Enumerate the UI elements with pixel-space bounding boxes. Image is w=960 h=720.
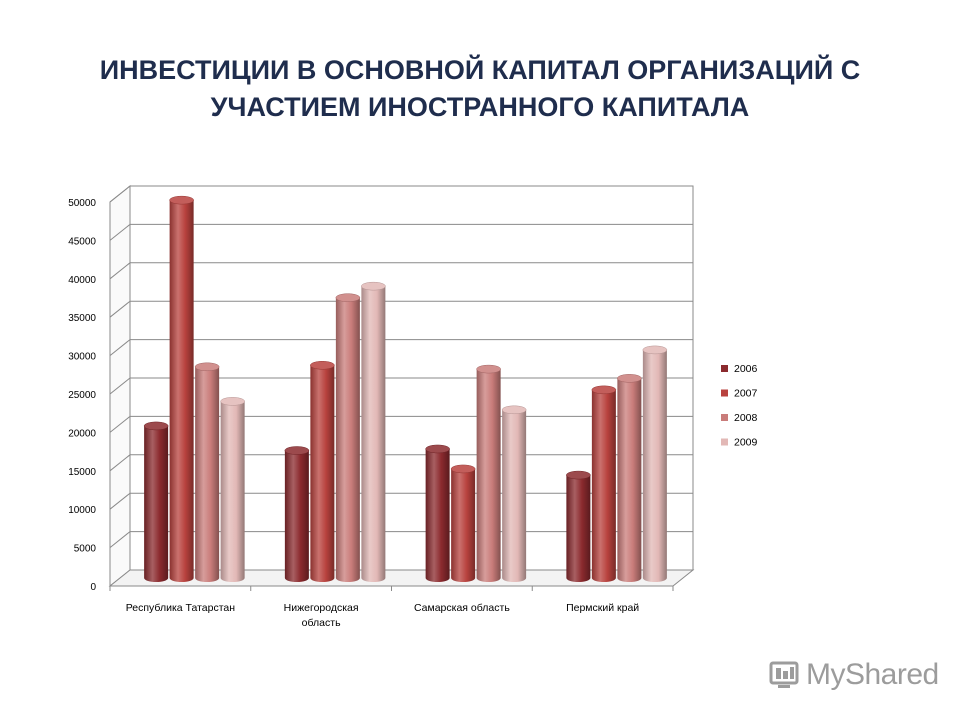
bar-top	[335, 293, 361, 302]
category-label: Республика Татарстан	[126, 602, 236, 614]
gridline	[109, 300, 693, 318]
bar	[591, 385, 617, 582]
bar-top	[501, 405, 527, 415]
bar-body	[361, 286, 386, 582]
legend-swatch	[721, 365, 728, 372]
bar	[642, 345, 668, 582]
gridline	[109, 223, 693, 241]
bar-top	[591, 385, 617, 395]
bar	[425, 444, 450, 582]
y-tick-label: 5000	[74, 544, 97, 555]
chart-title: ИНВЕСТИЦИИ В ОСНОВНОЙ КАПИТАЛ ОРГАНИЗАЦИ…	[40, 52, 920, 126]
bar-top	[143, 421, 169, 431]
bar-top	[361, 281, 386, 291]
bar	[335, 293, 361, 582]
y-tick-label: 35000	[68, 313, 96, 324]
bar	[169, 195, 194, 583]
bar-body	[144, 425, 169, 582]
y-tick-label: 25000	[68, 390, 96, 401]
floor	[108, 569, 695, 587]
legend-label: 2008	[734, 412, 758, 424]
bar	[501, 405, 527, 582]
bar-body	[284, 450, 309, 582]
bar-top	[310, 361, 335, 370]
bar-top	[284, 446, 310, 455]
legend: 2006 2007 2008 2009	[721, 363, 758, 449]
bar-body	[169, 200, 194, 583]
bar	[476, 364, 501, 582]
bar	[143, 421, 169, 582]
bar	[284, 446, 310, 582]
bar-top	[642, 345, 668, 355]
gridline	[109, 339, 693, 356]
category-labels: Республика Татарстан Нижегородская область…	[109, 586, 674, 629]
bar-body	[310, 365, 335, 582]
bar	[361, 281, 386, 582]
watermark-logo-icon	[769, 661, 799, 688]
bar	[310, 361, 335, 582]
title-line-1: ИНВЕСТИЦИИ В ОСНОВНОЙ КАПИТАЛ ОРГАНИЗАЦИ…	[99, 55, 861, 85]
y-tick-label: 30000	[68, 352, 96, 363]
bar-body	[642, 349, 667, 582]
bar-body	[476, 369, 501, 582]
bar-body	[335, 297, 360, 582]
category-label: Пермский край	[566, 602, 639, 614]
category-label: Нижегородская область	[284, 602, 359, 629]
watermark-text: MyShared	[806, 658, 939, 691]
bar-body	[617, 378, 642, 582]
gridline	[109, 185, 693, 203]
bar-top	[450, 464, 476, 474]
bar	[617, 374, 642, 582]
legend-label: 2006	[734, 363, 758, 375]
bar	[220, 397, 245, 582]
legend-swatch	[721, 414, 728, 421]
bar-body	[425, 448, 450, 582]
legend-label: 2009	[734, 437, 758, 449]
bar-top	[194, 362, 220, 372]
y-tick-label: 15000	[68, 467, 96, 478]
gridline	[109, 262, 693, 280]
bar-top	[476, 364, 501, 374]
legend-swatch	[721, 438, 728, 446]
title-line-2: УЧАСТИЕМ ИНОСТРАННОГО КАПИТАЛА	[210, 92, 750, 122]
y-tick-label: 10000	[68, 505, 96, 516]
bar	[450, 464, 476, 582]
bar-top	[220, 397, 245, 406]
category-label: Самарская область	[414, 602, 510, 614]
bars	[143, 195, 668, 583]
watermark: MyShared	[768, 655, 939, 695]
bar-body	[195, 366, 220, 582]
bar	[194, 362, 220, 582]
bar	[566, 470, 591, 582]
y-tick-label: 40000	[68, 275, 96, 286]
legend-swatch	[721, 389, 728, 397]
bar-top	[169, 195, 194, 205]
bar-top	[617, 374, 642, 383]
y-axis-ticks: 0 5000 10000 15000 20000 25000 30000 35000 40000…	[68, 198, 96, 593]
bar-body	[566, 475, 591, 582]
y-tick-label: 0	[90, 582, 96, 593]
y-tick-label: 50000	[68, 198, 96, 209]
bar-top	[425, 444, 450, 454]
bar-body	[220, 401, 245, 582]
bar-body	[451, 468, 476, 582]
y-tick-label: 45000	[68, 236, 96, 247]
bar-body	[591, 389, 616, 582]
bar-body	[502, 409, 527, 582]
legend-label: 2007	[734, 388, 758, 400]
bar-top	[566, 470, 591, 480]
gridline	[109, 377, 693, 395]
y-tick-label: 20000	[68, 428, 96, 439]
